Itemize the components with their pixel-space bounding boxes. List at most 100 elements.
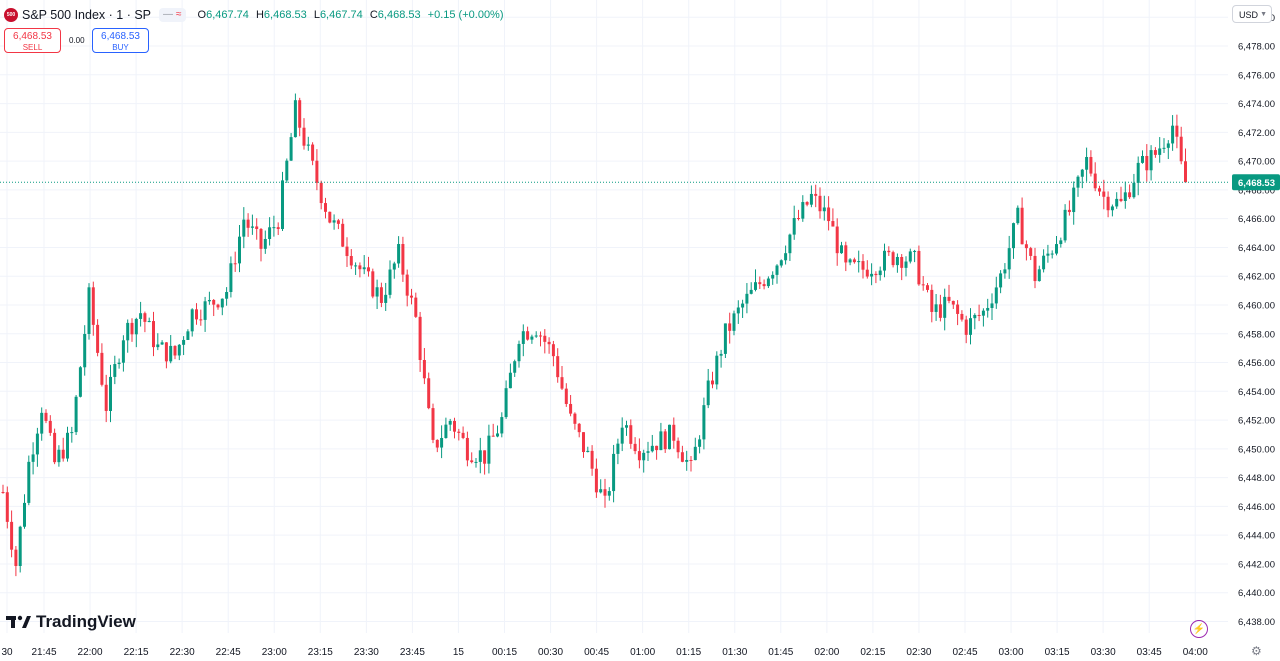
candle [921, 276, 925, 291]
candle [534, 331, 538, 338]
candle [556, 348, 560, 383]
candle [199, 309, 203, 326]
candle [233, 251, 237, 272]
settings-icon[interactable]: ⚙ [1251, 644, 1262, 658]
candle [1175, 114, 1179, 149]
candle [732, 310, 736, 336]
y-tick-label: 6,446.00 [1238, 502, 1275, 513]
candle [908, 248, 912, 264]
candle [792, 205, 796, 240]
candle [672, 417, 676, 449]
candle [573, 412, 577, 430]
candle [582, 432, 585, 458]
candle [973, 313, 977, 330]
candle [676, 437, 680, 459]
candle [298, 97, 302, 137]
candle [719, 349, 723, 368]
symbol-title[interactable]: S&P 500 Index · 1 · SP [22, 8, 152, 22]
candle [1158, 137, 1162, 163]
candle [354, 262, 358, 275]
minus-icon[interactable]: — [163, 9, 174, 20]
candle [620, 417, 624, 452]
y-tick-label: 6,468.00 [1238, 185, 1275, 196]
sp500-logo-icon: 500 [4, 8, 18, 22]
wave-icon[interactable]: ≈ [176, 9, 182, 20]
candle [276, 222, 280, 236]
candle [250, 214, 254, 235]
candle [883, 243, 886, 278]
candle [814, 184, 818, 208]
candle [96, 319, 100, 357]
candle [1016, 205, 1020, 225]
candle [10, 510, 14, 558]
buy-button[interactable]: 6,468.53 BUY [92, 28, 149, 53]
candle [113, 355, 117, 385]
candle [229, 256, 233, 298]
candle [367, 256, 370, 277]
x-tick-label: 01:15 [676, 647, 701, 658]
y-tick-label: 6,444.00 [1238, 531, 1275, 542]
last-price-label: 6,468.53 [1238, 178, 1275, 189]
sell-button[interactable]: 6,468.53 SELL [4, 28, 61, 53]
candle [1149, 145, 1153, 181]
candle [857, 250, 861, 273]
candle [577, 422, 581, 438]
candle [435, 439, 439, 453]
x-tick-label: 03:15 [1045, 647, 1070, 658]
x-tick-label: 02:30 [906, 647, 931, 658]
candle [496, 425, 499, 438]
candle [109, 364, 112, 423]
candle [788, 233, 792, 261]
candle [392, 261, 396, 279]
candle [831, 208, 835, 227]
candle [418, 311, 422, 372]
candle [134, 317, 138, 348]
candle [1093, 162, 1097, 192]
y-tick-label: 6,462.00 [1238, 272, 1275, 283]
candle [143, 311, 147, 333]
candle [517, 340, 521, 368]
candle [612, 444, 616, 503]
lightning-icon[interactable]: ⚡ [1190, 620, 1208, 638]
candle [121, 335, 125, 372]
y-tick-label: 6,460.00 [1238, 300, 1275, 311]
candle [913, 249, 917, 263]
candle [104, 374, 108, 423]
candle [986, 298, 990, 318]
candle [715, 351, 719, 390]
candle [246, 213, 250, 237]
currency-selector[interactable]: USD ▼ [1232, 5, 1272, 23]
candle [1042, 249, 1046, 273]
candle [1106, 191, 1110, 218]
candle [1007, 235, 1011, 279]
candle [1055, 236, 1058, 256]
candle [543, 329, 547, 354]
candle [328, 211, 332, 224]
y-tick-label: 6,474.00 [1238, 99, 1275, 110]
candle [775, 264, 779, 284]
candle [934, 294, 938, 321]
candle [1098, 185, 1101, 196]
candle [478, 437, 482, 474]
candle [1141, 150, 1144, 164]
candle [599, 479, 603, 494]
y-tick-label: 6,442.00 [1238, 559, 1275, 570]
candle [754, 269, 757, 292]
x-tick-label: 23:45 [400, 647, 425, 658]
y-tick-label: 6,472.00 [1238, 128, 1275, 139]
candle [91, 281, 95, 336]
candle [659, 422, 663, 451]
candle [1037, 265, 1041, 282]
candle [745, 283, 749, 314]
candle [603, 478, 607, 508]
candle [349, 249, 353, 270]
candle [797, 209, 800, 221]
candle [547, 337, 551, 354]
tradingview-logo[interactable]: TradingView [6, 612, 136, 632]
candle [1123, 181, 1127, 209]
legend-controls[interactable]: — ≈ [159, 8, 186, 22]
candle [762, 279, 766, 290]
candle [57, 445, 61, 467]
candle [960, 310, 964, 322]
